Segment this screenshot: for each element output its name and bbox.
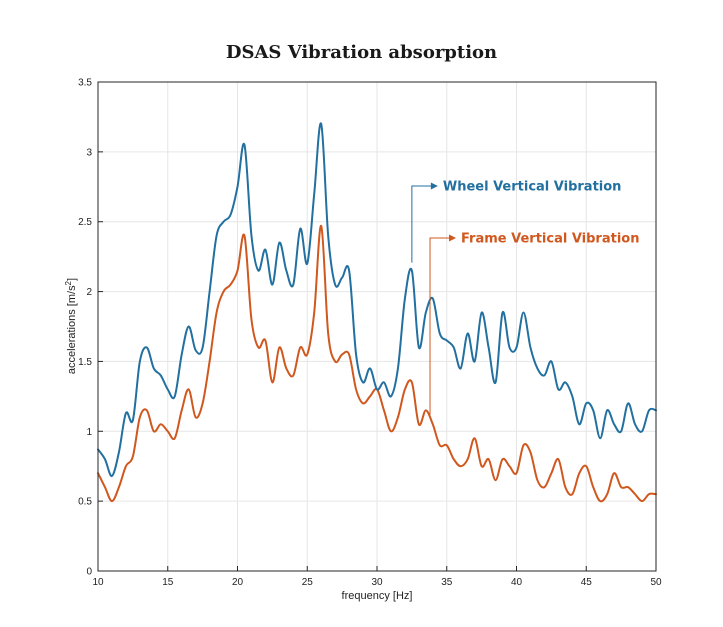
y-tick-label: 2.5: [78, 217, 92, 228]
y-tick-label: 0.5: [78, 497, 92, 508]
frame-vibration-line: [97, 224, 657, 503]
x-tick-label: 15: [162, 577, 174, 588]
y-tick-label: 2: [86, 287, 92, 298]
x-tick-label: 30: [371, 577, 383, 588]
annotation-leader-line: [411, 185, 432, 263]
axis-ticks: 10 15 20 25 30 35 40 45 50 0 0.5 1 1.5 2 2.5 3 3.5: [78, 78, 662, 589]
y-tick-label: 3.5: [78, 78, 92, 89]
wheel-annotation-label: Wheel Vertical Vibration: [443, 180, 622, 195]
x-tick-label: 40: [511, 577, 523, 588]
x-tick-label: 35: [441, 577, 453, 588]
y-tick-label: 0: [86, 567, 92, 578]
x-tick-label: 20: [232, 577, 244, 588]
x-tick-label: 50: [650, 577, 662, 588]
x-tick-label: 10: [92, 577, 104, 588]
x-axis-title: frequency [Hz]: [342, 590, 413, 602]
x-tick-label: 25: [302, 577, 314, 588]
annotations: Wheel Vertical Vibration Frame Vertical V…: [411, 180, 639, 415]
y-tick-label: 3: [86, 147, 92, 158]
series-layer: [97, 122, 657, 503]
chart-title: DSAS Vibration absorption: [225, 42, 498, 63]
x-tick-label: 45: [581, 577, 593, 588]
annotation-arrow-icon: [430, 182, 438, 190]
y-axis-title: accelerations [m/s2]: [64, 278, 78, 374]
wheel-vibration-line: [97, 122, 657, 477]
annotation-arrow-icon: [449, 234, 457, 242]
frame-annotation-label: Frame Vertical Vibration: [461, 232, 639, 247]
y-tick-label: 1: [86, 427, 92, 438]
annotation-leader-line: [429, 237, 451, 415]
y-tick-label: 1.5: [78, 357, 92, 368]
